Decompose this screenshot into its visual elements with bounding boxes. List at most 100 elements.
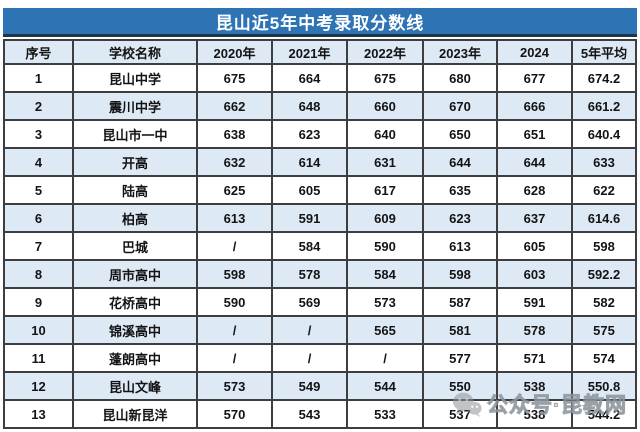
score-cell: 598 (422, 259, 498, 289)
score-cell: 640.4 (571, 119, 637, 149)
score-cell: 571 (496, 343, 573, 373)
table-row: 10 锦溪高中 //565 581 578 575 (3, 315, 637, 345)
score-cell: 590 (346, 231, 424, 261)
row-index-cell: 11 (3, 343, 74, 373)
score-cell: 591 (271, 203, 348, 233)
score-cell: 550.8 (571, 371, 637, 401)
school-name-cell: 昆山市一中 (72, 119, 198, 149)
score-cell: 537 (422, 399, 498, 429)
school-name-cell: 陆高 (72, 175, 198, 205)
column-header: 2021年 (271, 39, 348, 65)
school-name-cell: 昆山中学 (72, 63, 198, 93)
score-cell: 573 (346, 287, 424, 317)
row-index-cell: 1 (3, 63, 74, 93)
score-cell: 581 (422, 315, 498, 345)
score-cell: 605 (271, 175, 348, 205)
score-cell: 533 (346, 399, 424, 429)
school-name-cell: 昆山文峰 (72, 371, 198, 401)
score-cell: 670 (422, 91, 498, 121)
score-cell: 598 (571, 231, 637, 261)
column-header: 2020年 (196, 39, 273, 65)
score-cell: 664 (271, 63, 348, 93)
score-cell: 617 (346, 175, 424, 205)
school-name-cell: 震川中学 (72, 91, 198, 121)
score-cell: 633 (571, 147, 637, 177)
column-header: 2023年 (422, 39, 498, 65)
score-cell: 648 (271, 91, 348, 121)
score-cell: 613 (196, 203, 273, 233)
school-name-cell: 开高 (72, 147, 198, 177)
score-cell: 578 (271, 259, 348, 289)
school-name-cell: 蓬朗高中 (72, 343, 198, 373)
score-cell: 584 (346, 259, 424, 289)
column-header: 序号 (3, 39, 74, 65)
score-cell: 666 (496, 91, 573, 121)
score-cell: 598 (196, 259, 273, 289)
row-index-cell: 5 (3, 175, 74, 205)
score-cell: 544.2 (571, 399, 637, 429)
score-cell: 565 (346, 315, 424, 345)
school-name-cell: 锦溪高中 (72, 315, 198, 345)
score-cell: 614.6 (571, 203, 637, 233)
score-cell: 662 (196, 91, 273, 121)
score-cell: 640 (346, 119, 424, 149)
score-cell: 550 (422, 371, 498, 401)
score-cell: 635 (422, 175, 498, 205)
score-cell: 605 (496, 231, 573, 261)
score-cell: 644 (422, 147, 498, 177)
table-row: 1 昆山中学 675 664 675 680 677 674.2 (3, 63, 637, 93)
score-cell: 675 (346, 63, 424, 93)
score-cell: 591 (496, 287, 573, 317)
score-cell: 613 (422, 231, 498, 261)
table-row: 5 陆高 625 605 617 635 628 622 (3, 175, 637, 205)
table-row: 4 开高 632 614 631 644 644 633 (3, 147, 637, 177)
row-index-cell: 2 (3, 91, 74, 121)
score-cell: 650 (422, 119, 498, 149)
row-index-cell: 13 (3, 399, 74, 429)
table-row: 9 花桥高中 590 569 573 587 591 582 (3, 287, 637, 317)
row-index-cell: 12 (3, 371, 74, 401)
row-index-cell: 10 (3, 315, 74, 345)
score-cell: 609 (346, 203, 424, 233)
score-cell: 638 (196, 119, 273, 149)
school-name-cell: 花桥高中 (72, 287, 198, 317)
score-cell: 544 (346, 371, 424, 401)
score-cell: 584 (271, 231, 348, 261)
school-name-cell: 巴城 (72, 231, 198, 261)
score-cell: 625 (196, 175, 273, 205)
score-cell: 623 (271, 119, 348, 149)
table-body: 1 昆山中学 675 664 675 680 677 674.2 2 震川中学 662 648 660 6… (3, 63, 637, 429)
score-cell: 587 (422, 287, 498, 317)
column-header: 2024 (496, 39, 573, 65)
score-cell: 592.2 (571, 259, 637, 289)
row-index-cell: 8 (3, 259, 74, 289)
school-name-cell: 昆山新昆洋 (72, 399, 198, 429)
school-name-cell: 周市高中 (72, 259, 198, 289)
score-cell: 538 (496, 399, 573, 429)
score-cell: 628 (496, 175, 573, 205)
score-cell: 674.2 (571, 63, 637, 93)
score-cell: 603 (496, 259, 573, 289)
table-row: 2 震川中学 662 648 660 670 666 661.2 (3, 91, 637, 121)
column-header: 学校名称 (72, 39, 198, 65)
score-cell: 632 (196, 147, 273, 177)
score-cell: 578 (496, 315, 573, 345)
score-cell: 577 (422, 343, 498, 373)
score-cell: 675 (196, 63, 273, 93)
header-row: 序号 学校名称 2020年 2021年 2022年 2023年 2024 5年平均 (3, 39, 637, 65)
score-cell: 622 (571, 175, 637, 205)
score-cell: 538 (496, 371, 573, 401)
score-cell: / (196, 315, 273, 345)
score-cell: / (271, 315, 348, 345)
column-header: 2022年 (346, 39, 424, 65)
score-cell: 575 (571, 315, 637, 345)
score-cell: 637 (496, 203, 573, 233)
score-cell: 614 (271, 147, 348, 177)
table-row: 7 巴城/584 590 613 605 598 (3, 231, 637, 261)
table-row: 12 昆山文峰 573 549 544 550 538 550.8 (3, 371, 637, 401)
score-cell: 644 (496, 147, 573, 177)
score-cell: 573 (196, 371, 273, 401)
score-cell: 569 (271, 287, 348, 317)
table-row: 13 昆山新昆洋 570 543 533 537 538 544.2 (3, 399, 637, 429)
